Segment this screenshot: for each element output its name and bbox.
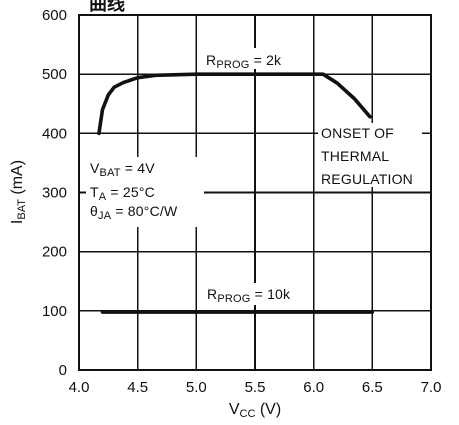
data-series-layer xyxy=(97,72,375,314)
onset-label-line-2: THERMAL xyxy=(321,148,389,164)
conditions-label-background xyxy=(86,157,204,227)
rprog-2k-curve xyxy=(97,72,372,136)
rprog-2k-label-background xyxy=(203,48,295,69)
chart-title-fragment: 曲线 xyxy=(89,0,125,14)
tick-labels-layer: 4.0 4.5 5.0 5.5 6.0 6.5 7.0 0 100 200 300 400 500 600 xyxy=(42,7,441,396)
y-axis-label: IBAT (mA) xyxy=(9,160,28,224)
x-tick-label: 4.5 xyxy=(127,379,148,396)
onset-label-line-1: ONSET OF xyxy=(321,125,394,141)
y-tick-label: 600 xyxy=(42,7,67,24)
ta-condition-label: TA = 25°C xyxy=(90,184,155,203)
y-tick-label: 0 xyxy=(59,362,67,379)
x-tick-label: 5.0 xyxy=(186,379,207,396)
theta-condition-label: θJA = 80°C/W xyxy=(90,203,178,222)
x-tick-label: 4.0 xyxy=(69,379,90,396)
rprog-2k-label: RPROG = 2k xyxy=(206,52,282,71)
vbat-condition-label: VBAT = 4V xyxy=(90,160,155,179)
rprog-10k-label: RPROG = 10k xyxy=(207,286,291,305)
x-tick-label: 6.0 xyxy=(303,379,324,396)
y-tick-label: 300 xyxy=(42,185,67,202)
plot-frame xyxy=(77,13,433,372)
y-tick-label: 100 xyxy=(42,303,67,320)
x-tick-label: 6.5 xyxy=(362,379,383,396)
onset-label-line-3: REGULATION xyxy=(321,171,413,187)
thermal-label-background xyxy=(318,123,422,187)
x-tick-label: 5.5 xyxy=(245,379,266,396)
x-tick-label: 7.0 xyxy=(421,379,442,396)
y-tick-label: 400 xyxy=(42,125,67,142)
rprog-10k-label-background xyxy=(201,283,307,305)
x-axis-label: VCC (V) xyxy=(229,401,281,420)
y-tick-label: 500 xyxy=(42,66,67,83)
y-tick-label: 200 xyxy=(42,244,67,261)
